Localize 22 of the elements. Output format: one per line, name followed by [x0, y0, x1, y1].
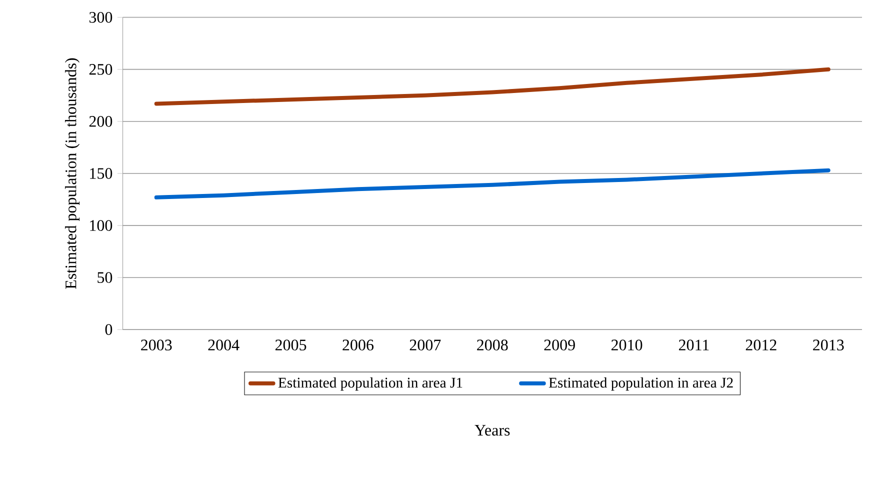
legend-label: Estimated population in area J2	[548, 377, 733, 390]
x-tick-label: 2011	[678, 339, 709, 350]
y-axis-title: Estimated population (in thousands)	[65, 58, 80, 289]
x-tick-label: 2005	[275, 339, 306, 350]
x-tick-label: 2003	[141, 339, 172, 350]
y-tick-label: 100	[90, 220, 112, 231]
x-tick-label: 2007	[410, 339, 441, 350]
x-axis-title: Years	[474, 424, 510, 436]
x-tick-label: 2008	[477, 339, 508, 350]
x-tick-label: 2009	[544, 339, 575, 350]
y-tick-label: 150	[90, 168, 112, 179]
x-tick-label: 2012	[746, 339, 776, 350]
x-tick-label: 2004	[208, 339, 240, 350]
x-tick-label: 2010	[611, 339, 642, 350]
y-tick-label: 50	[98, 272, 112, 283]
x-tick-label: 2006	[342, 339, 374, 350]
y-tick-label: 0	[105, 324, 112, 335]
x-tick-label: 2013	[813, 339, 844, 350]
y-tick-label: 200	[89, 116, 112, 127]
y-tick-label: 300	[89, 12, 112, 23]
legend-label: Estimated population in area J1	[278, 377, 462, 390]
y-tick-label: 250	[89, 64, 112, 75]
